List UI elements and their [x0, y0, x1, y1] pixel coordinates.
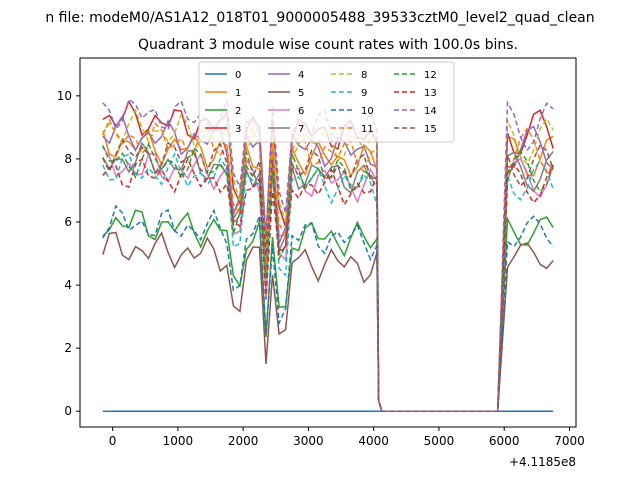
legend-label-14: 14 [424, 106, 437, 117]
legend-label-5: 5 [298, 88, 304, 99]
legend-label-10: 10 [361, 106, 374, 117]
chart-title: Quadrant 3 module wise count rates with … [138, 37, 518, 53]
series-line-13 [102, 157, 554, 412]
x-tick-label: 7000 [554, 434, 585, 448]
series-line-7 [102, 141, 554, 412]
x-tick-label: 1000 [163, 434, 194, 448]
legend-label-2: 2 [235, 106, 241, 117]
y-tick-label: 10 [57, 89, 72, 103]
series-layer [102, 98, 554, 412]
series-line-6 [102, 146, 554, 412]
series-line-2 [102, 209, 554, 412]
legend-label-9: 9 [361, 88, 367, 99]
series-line-10 [102, 204, 554, 412]
x-axis: 0 1000 2000 3000 4000 5000 6000 7000 [109, 427, 585, 448]
y-tick-label: 0 [64, 404, 72, 418]
x-tick-label: 2000 [228, 434, 259, 448]
series-line-9 [102, 152, 554, 412]
legend-label-4: 4 [298, 70, 304, 81]
y-tick-label: 2 [64, 341, 72, 355]
legend-label-7: 7 [298, 124, 304, 135]
legend-label-6: 6 [298, 106, 304, 117]
x-offset-label: +4.1185e8 [509, 455, 576, 469]
x-tick-label: 4000 [358, 434, 389, 448]
x-tick-label: 3000 [293, 434, 324, 448]
series-line-8 [102, 108, 554, 412]
legend-label-11: 11 [361, 124, 374, 135]
legend-label-15: 15 [424, 124, 437, 135]
legend-label-3: 3 [235, 124, 241, 135]
legend-label-13: 13 [424, 88, 437, 99]
y-axis: 0 2 4 6 8 10 [57, 89, 80, 418]
legend-label-12: 12 [424, 70, 437, 81]
x-tick-label: 6000 [489, 434, 520, 448]
legend-box [198, 61, 455, 143]
x-tick-label: 0 [109, 434, 117, 448]
figure-suptitle: n file: modeM0/AS1A12_018T01_9000005488_… [45, 10, 594, 26]
legend-label-1: 1 [235, 88, 241, 99]
x-tick-label: 5000 [424, 434, 455, 448]
legend-label-0: 0 [235, 70, 241, 81]
y-tick-label: 6 [64, 215, 72, 229]
series-line-15 [102, 138, 554, 412]
series-line-5 [102, 231, 554, 412]
y-tick-label: 4 [64, 278, 72, 292]
plot-area [79, 57, 577, 428]
y-tick-label: 8 [64, 152, 72, 166]
legend-label-8: 8 [361, 70, 367, 81]
